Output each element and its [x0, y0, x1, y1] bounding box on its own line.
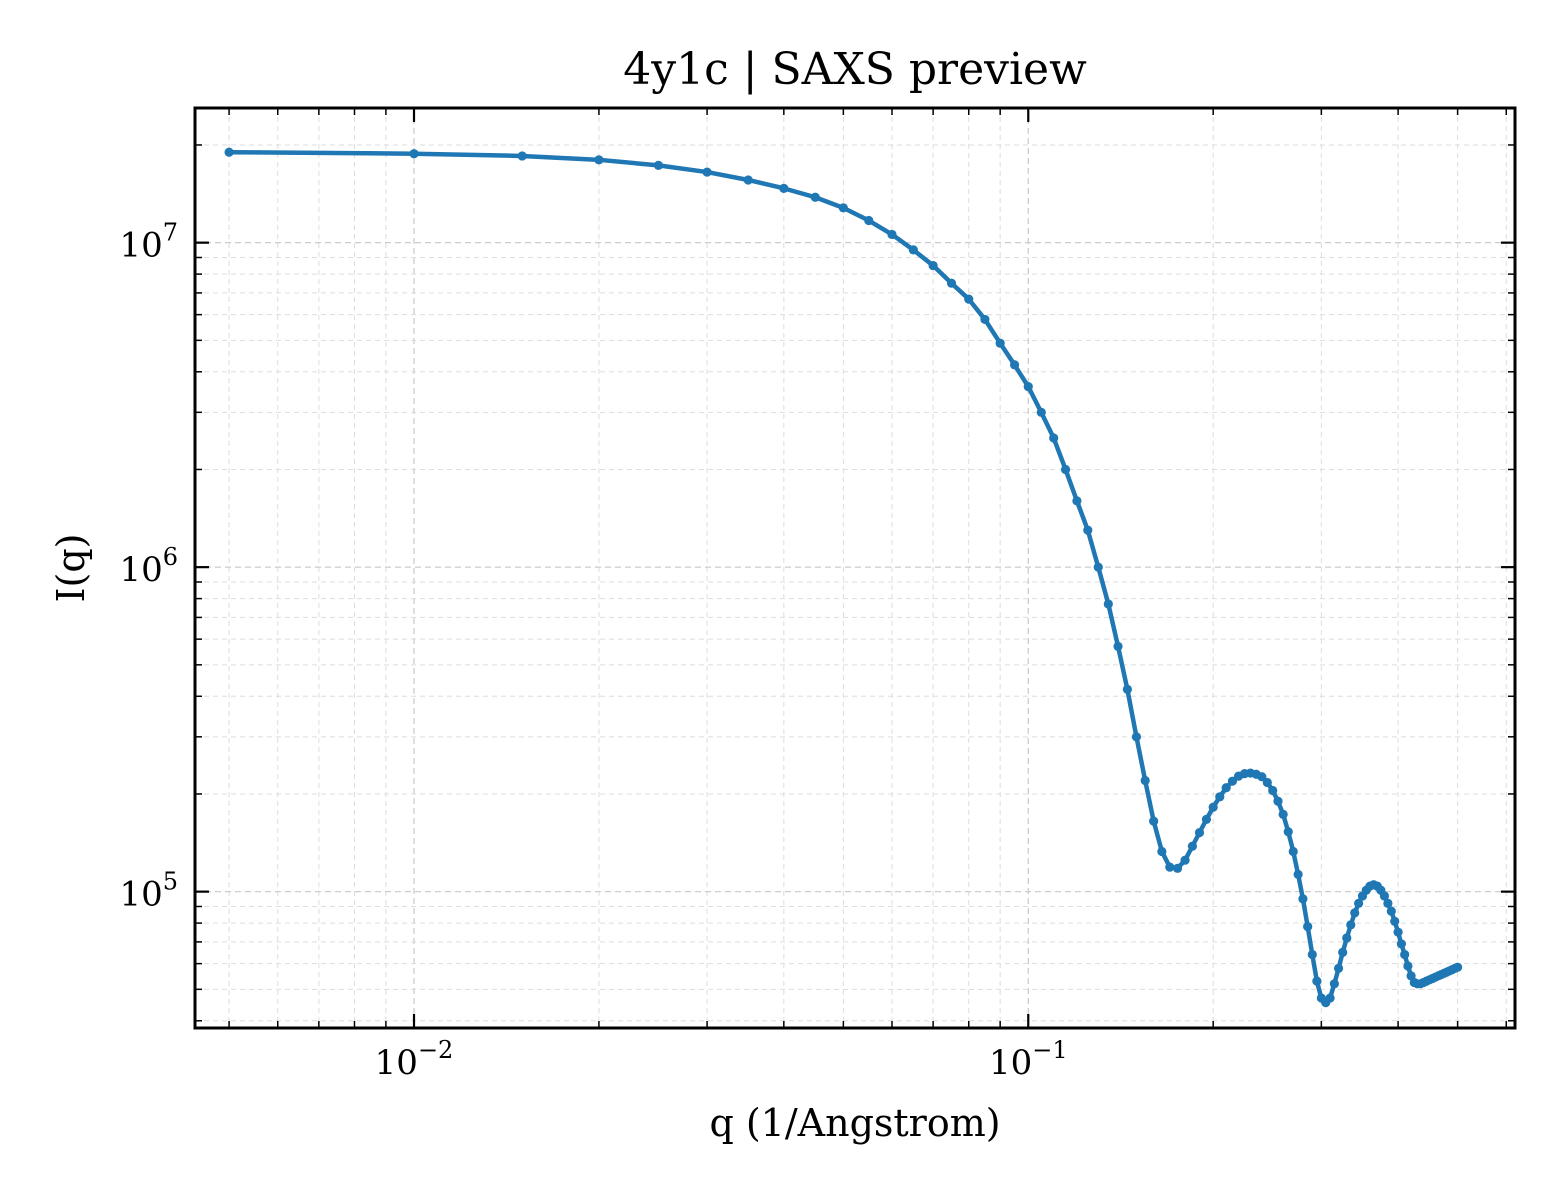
- data-point: [1383, 898, 1393, 908]
- data-point: [1329, 979, 1339, 989]
- data-point: [964, 294, 974, 304]
- tick-labels: 10−2 10−1 105 106 107: [119, 219, 1067, 1083]
- data-point: [1338, 947, 1348, 957]
- data-point: [1215, 792, 1225, 802]
- data-point: [1036, 407, 1046, 417]
- data-point: [1268, 785, 1278, 796]
- data-point: [1194, 828, 1205, 838]
- x-axis-label: q (1/Angstrom): [709, 1101, 1000, 1145]
- data-point: [995, 338, 1005, 348]
- data-point: [517, 151, 527, 161]
- data-point: [1262, 777, 1272, 788]
- series-group: [224, 147, 1463, 1008]
- data-point: [1386, 906, 1396, 916]
- data-point: [838, 203, 848, 213]
- data-point: [1157, 846, 1167, 857]
- data-point: [409, 149, 419, 159]
- data-point: [1325, 993, 1335, 1003]
- data-point: [1346, 920, 1356, 930]
- data-point: [1103, 599, 1113, 609]
- data-point: [1273, 796, 1283, 806]
- data-point: [1278, 809, 1288, 820]
- y-axis-label: I(q): [49, 534, 93, 603]
- x-tick-label: 10−2: [375, 1036, 454, 1083]
- data-point: [1122, 684, 1132, 695]
- data-point: [594, 155, 604, 165]
- data-point: [1009, 360, 1020, 370]
- data-point: [1060, 464, 1071, 475]
- data-point: [1072, 496, 1082, 506]
- data-point: [1354, 898, 1364, 908]
- data-point: [1298, 894, 1308, 904]
- data-point: [1333, 963, 1344, 974]
- data-point: [1049, 433, 1059, 443]
- y-tick-label: 107: [119, 219, 178, 266]
- data-point: [1165, 862, 1175, 872]
- data-point: [1172, 863, 1183, 873]
- data-point: [1379, 891, 1389, 901]
- data-point: [887, 229, 897, 240]
- data-point: [1131, 732, 1142, 742]
- data-point: [1227, 776, 1238, 786]
- data-point: [1201, 814, 1212, 824]
- data-point: [1083, 525, 1093, 535]
- data-point: [1283, 827, 1293, 837]
- data-point: [1312, 976, 1322, 986]
- data-point: [1140, 775, 1150, 786]
- data-point: [1149, 816, 1159, 826]
- data-point: [1307, 949, 1317, 960]
- data-point: [702, 167, 712, 177]
- data-point: [1180, 855, 1190, 865]
- data-point: [1187, 841, 1197, 851]
- data-point: [1221, 783, 1231, 793]
- data-point: [1293, 869, 1303, 880]
- data-point: [864, 215, 874, 226]
- grid: [195, 108, 1515, 1028]
- series-line: [226, 149, 1460, 1005]
- y-tick-label: 105: [119, 868, 178, 915]
- data-point: [1453, 962, 1463, 972]
- data-point: [1400, 949, 1410, 960]
- x-tick-label: 10−1: [989, 1036, 1068, 1083]
- data-point: [1393, 927, 1403, 937]
- data-point: [1257, 772, 1267, 782]
- data-point: [1303, 922, 1313, 932]
- data-point: [779, 183, 789, 193]
- data-point: [810, 192, 820, 202]
- data-point: [1342, 933, 1352, 943]
- data-point: [908, 245, 918, 255]
- data-point: [1396, 939, 1406, 949]
- data-point: [1023, 382, 1033, 392]
- data-point: [946, 278, 957, 288]
- data-point: [743, 175, 753, 185]
- data-point: [1113, 641, 1123, 651]
- data-point: [653, 160, 664, 171]
- data-point: [1350, 908, 1360, 918]
- data-point: [1288, 846, 1298, 857]
- chart-title: 4y1c | SAXS preview: [623, 44, 1087, 95]
- ticks: [195, 108, 1515, 1028]
- data-point: [1390, 916, 1400, 926]
- data-point: [224, 147, 234, 157]
- data-point: [980, 314, 990, 325]
- data-point: [1208, 802, 1218, 812]
- data-point: [928, 260, 938, 271]
- data-point: [1093, 562, 1103, 572]
- data-point: [1403, 961, 1413, 971]
- y-tick-label: 106: [119, 543, 178, 590]
